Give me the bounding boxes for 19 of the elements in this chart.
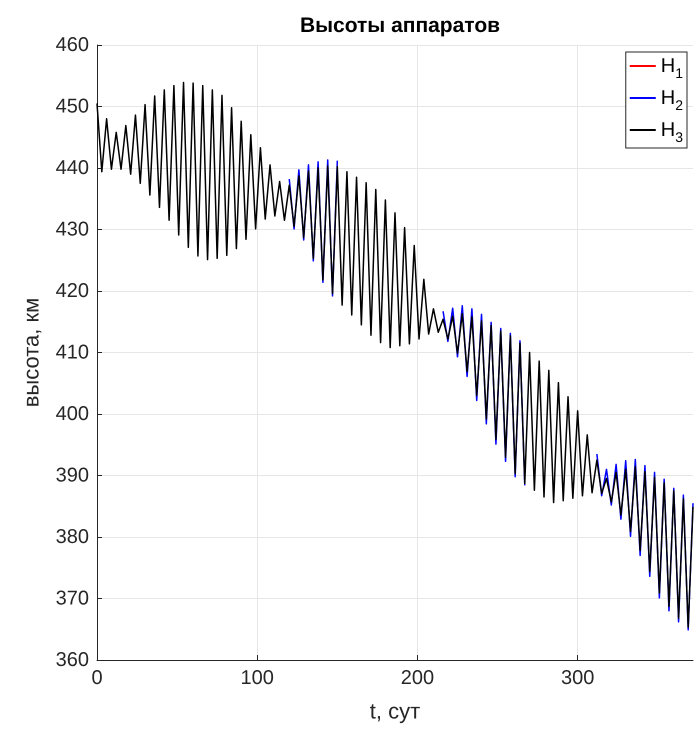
x-tick-label: 200 (400, 667, 434, 689)
x-axis-title: t, сут (370, 698, 420, 724)
y-tick-label: 450 (56, 96, 89, 118)
y-tick-label: 360 (56, 649, 89, 671)
x-tick-label: 0 (91, 667, 103, 689)
y-tick-label: 400 (56, 403, 89, 425)
line-series (96, 82, 694, 628)
y-tick-label: 380 (56, 526, 89, 548)
y-tick-label: 420 (56, 280, 89, 302)
y-tick-label: 390 (56, 464, 89, 486)
y-axis-title: высота, км (18, 298, 44, 408)
y-tick-label: 370 (56, 588, 89, 610)
y-tick-label: 410 (56, 342, 89, 364)
chart-title: Высоты аппаратов (300, 14, 500, 37)
x-tick-label: 100 (240, 667, 274, 689)
y-tick-label: 460 (56, 34, 89, 56)
x-tick-label: 300 (560, 667, 594, 689)
y-tick-label: 440 (56, 157, 89, 179)
y-tick-label: 430 (56, 218, 89, 240)
